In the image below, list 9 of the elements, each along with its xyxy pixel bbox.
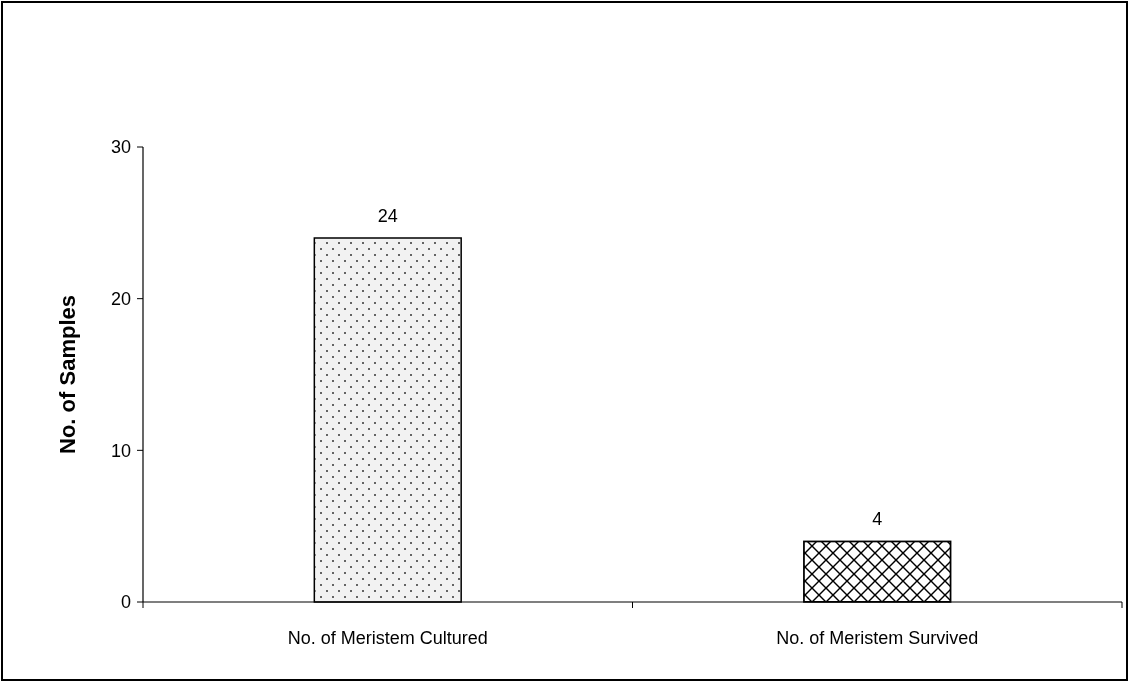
data-label: 4 xyxy=(872,509,883,530)
y-axis-title: No. of Samples xyxy=(55,295,80,454)
y-tick-label: 0 xyxy=(120,592,131,613)
y-tick-label: 20 xyxy=(110,288,131,309)
y-tick-label: 30 xyxy=(110,137,131,158)
data-label: 24 xyxy=(377,206,398,226)
y-tick-label: 10 xyxy=(110,440,131,461)
x-tick-label: No. of Meristem Survived xyxy=(776,628,979,648)
x-tick-label: No. of Meristem Cultured xyxy=(287,628,488,648)
